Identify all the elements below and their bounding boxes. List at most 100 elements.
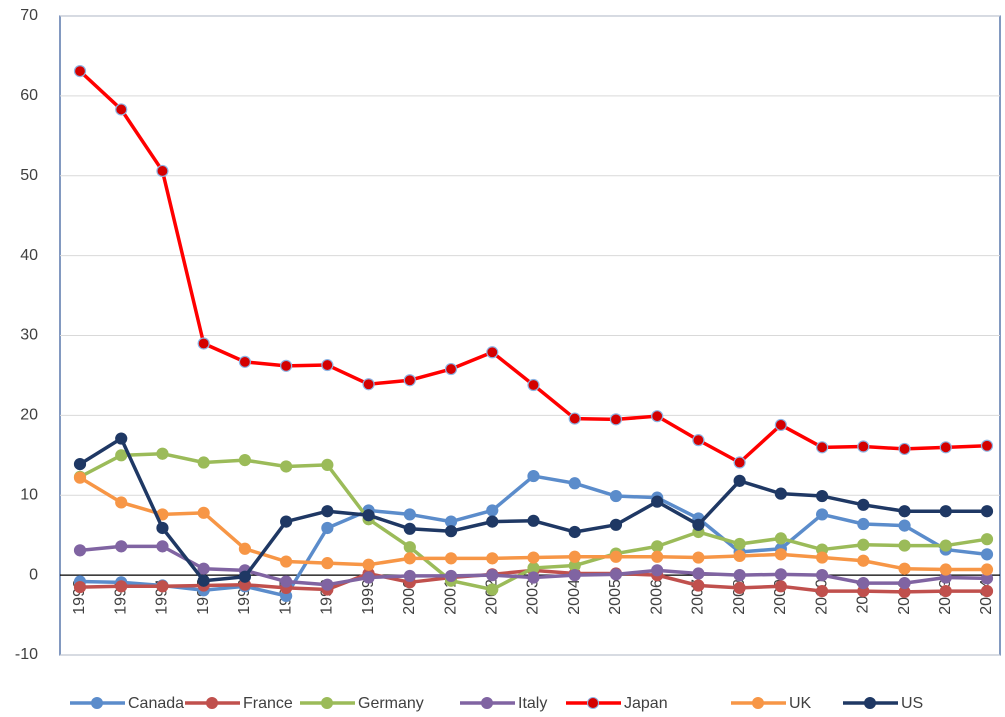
x-tick-label: 2001	[442, 579, 459, 615]
data-point	[568, 412, 581, 425]
y-tick-label: 60	[20, 87, 38, 104]
legend-label: US	[901, 695, 923, 712]
data-point	[403, 552, 416, 565]
data-point	[444, 362, 458, 376]
y-tick-label: 40	[20, 247, 38, 264]
data-point	[692, 567, 705, 580]
x-tick-label: 1999	[360, 579, 377, 615]
data-point	[651, 540, 664, 553]
data-point	[444, 525, 458, 538]
data-point	[898, 539, 911, 552]
data-point	[609, 489, 623, 503]
data-point	[774, 580, 787, 593]
data-point	[733, 474, 746, 487]
data-point	[73, 544, 87, 557]
data-point	[321, 358, 334, 372]
data-point	[115, 580, 128, 593]
data-point	[156, 580, 169, 593]
x-tick-label: 2003	[525, 579, 542, 615]
data-point	[568, 550, 581, 563]
data-point	[444, 552, 458, 565]
data-point	[156, 521, 169, 535]
data-point	[115, 496, 128, 509]
legend-marker	[321, 697, 333, 709]
data-point	[486, 583, 499, 596]
data-point	[774, 548, 787, 561]
legend-label: Japan	[624, 695, 668, 712]
legend-label: Germany	[358, 695, 424, 712]
data-point	[568, 569, 581, 582]
legend-marker	[752, 697, 764, 709]
data-point	[115, 432, 128, 445]
data-point	[362, 378, 375, 391]
data-point	[197, 456, 210, 469]
data-point	[486, 346, 499, 359]
data-point	[651, 550, 664, 563]
y-tick-label: 50	[20, 167, 38, 184]
data-point	[980, 505, 994, 518]
data-point	[815, 584, 829, 598]
data-point	[898, 519, 911, 532]
data-point	[939, 441, 952, 454]
data-point	[898, 442, 911, 456]
data-point	[609, 550, 623, 563]
legend-marker	[587, 697, 599, 709]
data-point	[815, 508, 829, 521]
data-point	[939, 584, 952, 598]
data-point	[73, 471, 87, 484]
data-point	[898, 577, 911, 590]
series-line	[78, 69, 988, 465]
data-point	[733, 537, 746, 551]
data-point	[527, 571, 540, 584]
data-point	[156, 164, 169, 178]
legend-marker	[206, 697, 218, 709]
data-point	[815, 441, 829, 454]
data-point	[73, 581, 87, 594]
data-point	[980, 584, 994, 598]
data-point	[486, 504, 499, 517]
data-point	[527, 469, 540, 483]
data-point	[980, 548, 994, 561]
data-point	[733, 456, 746, 469]
data-point	[939, 505, 952, 518]
data-point	[980, 533, 994, 546]
data-point	[774, 487, 787, 500]
y-tick-label: 10	[20, 486, 38, 503]
data-point	[238, 542, 252, 555]
data-point	[857, 554, 870, 567]
data-point	[733, 549, 746, 563]
data-point	[692, 518, 705, 531]
data-point	[733, 569, 746, 582]
data-point	[651, 495, 664, 508]
data-point	[609, 518, 623, 531]
data-point	[197, 562, 210, 575]
data-point	[238, 570, 252, 583]
data-point	[156, 447, 169, 460]
data-point	[815, 569, 829, 582]
data-point	[280, 359, 293, 372]
data-point	[486, 515, 499, 528]
data-point	[857, 538, 870, 551]
data-point	[527, 378, 540, 392]
data-point	[774, 568, 787, 581]
data-point	[197, 337, 210, 350]
data-point	[651, 564, 664, 577]
data-point	[403, 569, 416, 583]
data-point	[362, 509, 375, 522]
data-point	[486, 569, 499, 582]
data-point	[651, 410, 664, 423]
data-point	[980, 563, 994, 576]
data-point	[156, 540, 169, 553]
data-point	[733, 581, 746, 595]
data-point	[815, 489, 829, 503]
data-point	[238, 454, 252, 467]
data-point	[280, 575, 293, 588]
data-point	[898, 562, 911, 575]
x-tick-label: 2000	[401, 579, 418, 615]
data-point	[774, 418, 787, 432]
data-point	[197, 574, 210, 587]
data-point	[403, 374, 416, 387]
data-point	[692, 551, 705, 564]
data-point	[609, 413, 623, 426]
